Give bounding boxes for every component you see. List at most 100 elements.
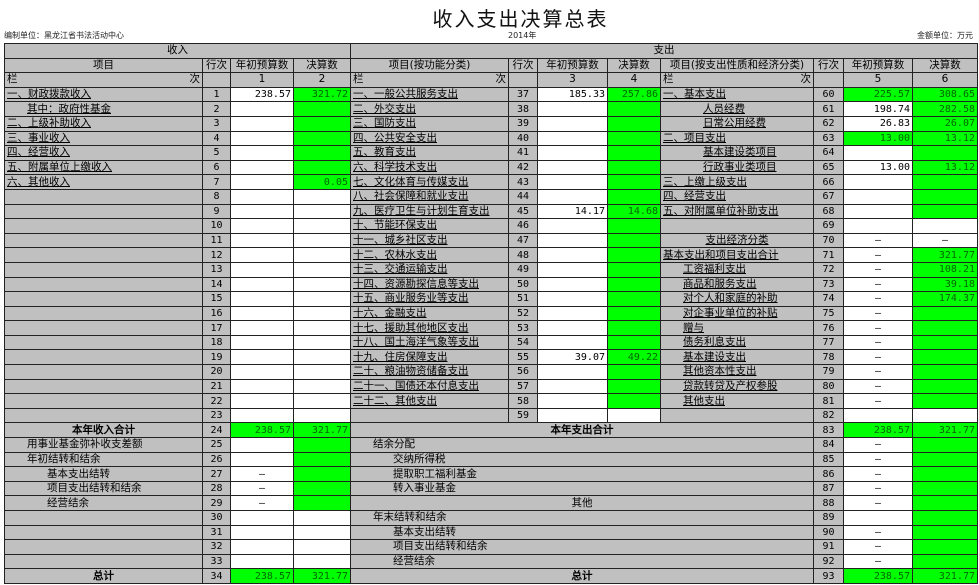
- final-value[interactable]: 14.68: [607, 203, 661, 220]
- final-value[interactable]: [293, 145, 351, 161]
- final-value[interactable]: [293, 480, 351, 497]
- budget-value[interactable]: [230, 247, 294, 263]
- final-value[interactable]: [912, 218, 978, 234]
- final-value[interactable]: [293, 276, 351, 293]
- final-value[interactable]: [293, 291, 351, 307]
- budget-value[interactable]: —: [843, 276, 913, 293]
- budget-value[interactable]: [843, 407, 913, 424]
- budget-value[interactable]: [230, 524, 294, 541]
- budget-value[interactable]: [230, 407, 294, 424]
- budget-value[interactable]: —: [843, 247, 913, 263]
- final-value[interactable]: [912, 188, 978, 205]
- final-value[interactable]: [912, 174, 978, 190]
- budget-value[interactable]: [537, 115, 608, 132]
- budget-value[interactable]: [537, 305, 608, 322]
- final-value[interactable]: [912, 553, 978, 570]
- final-value[interactable]: [293, 247, 351, 263]
- budget-value[interactable]: [230, 510, 294, 526]
- final-value[interactable]: [607, 291, 661, 307]
- final-value[interactable]: [293, 553, 351, 570]
- final-value[interactable]: [912, 203, 978, 220]
- final-value[interactable]: 321.77: [293, 568, 351, 584]
- final-value[interactable]: [912, 480, 978, 497]
- budget-value[interactable]: —: [843, 364, 913, 380]
- budget-value[interactable]: [537, 334, 608, 351]
- final-value[interactable]: 39.18: [912, 276, 978, 293]
- final-value[interactable]: [293, 539, 351, 555]
- final-value[interactable]: [912, 437, 978, 453]
- budget-value[interactable]: —: [843, 393, 913, 409]
- budget-value[interactable]: [843, 218, 913, 234]
- budget-value[interactable]: —: [843, 524, 913, 541]
- budget-value[interactable]: [230, 437, 294, 453]
- final-value[interactable]: [293, 115, 351, 132]
- budget-value[interactable]: [230, 539, 294, 555]
- final-value[interactable]: [293, 393, 351, 409]
- budget-value[interactable]: [537, 145, 608, 161]
- budget-value[interactable]: [230, 188, 294, 205]
- budget-value[interactable]: [230, 364, 294, 380]
- final-value[interactable]: 308.65: [912, 86, 978, 103]
- final-value[interactable]: 257.86: [607, 86, 661, 103]
- final-value[interactable]: [607, 145, 661, 161]
- final-value[interactable]: [912, 495, 978, 511]
- budget-value[interactable]: [230, 130, 294, 147]
- budget-value[interactable]: [537, 364, 608, 380]
- final-value[interactable]: 321.77: [912, 247, 978, 263]
- final-value[interactable]: [293, 101, 351, 117]
- budget-value[interactable]: —: [843, 291, 913, 307]
- final-value[interactable]: 321.77: [912, 568, 978, 584]
- final-value[interactable]: [912, 539, 978, 555]
- final-value[interactable]: 13.12: [912, 130, 978, 147]
- budget-value[interactable]: [537, 247, 608, 263]
- final-value[interactable]: [607, 188, 661, 205]
- budget-value[interactable]: —: [843, 349, 913, 366]
- budget-value[interactable]: —: [843, 305, 913, 322]
- budget-value[interactable]: —: [843, 320, 913, 336]
- final-value[interactable]: 108.21: [912, 261, 978, 278]
- budget-value[interactable]: [537, 378, 608, 395]
- final-value[interactable]: [912, 305, 978, 322]
- budget-value[interactable]: 13.00: [843, 159, 913, 176]
- budget-value[interactable]: [537, 159, 608, 176]
- budget-value[interactable]: —: [843, 539, 913, 555]
- budget-value[interactable]: —: [230, 495, 294, 511]
- final-value[interactable]: [293, 466, 351, 482]
- final-value[interactable]: 0.05: [293, 174, 351, 190]
- budget-value[interactable]: [230, 115, 294, 132]
- final-value[interactable]: [607, 393, 661, 409]
- budget-value[interactable]: [537, 276, 608, 293]
- budget-value[interactable]: —: [843, 334, 913, 351]
- final-value[interactable]: [293, 495, 351, 511]
- final-value[interactable]: [912, 466, 978, 482]
- final-value[interactable]: [293, 188, 351, 205]
- final-value[interactable]: [293, 407, 351, 424]
- final-value[interactable]: 321.72: [293, 86, 351, 103]
- final-value[interactable]: [912, 320, 978, 336]
- budget-value[interactable]: [230, 218, 294, 234]
- budget-value[interactable]: [230, 305, 294, 322]
- final-value[interactable]: [912, 524, 978, 541]
- budget-value[interactable]: [230, 378, 294, 395]
- final-value[interactable]: [293, 510, 351, 526]
- final-value[interactable]: [912, 407, 978, 424]
- budget-value[interactable]: [230, 145, 294, 161]
- final-value[interactable]: [607, 174, 661, 190]
- final-value[interactable]: 49.22: [607, 349, 661, 366]
- budget-value[interactable]: 13.00: [843, 130, 913, 147]
- budget-value[interactable]: [537, 188, 608, 205]
- budget-value[interactable]: [230, 276, 294, 293]
- final-value[interactable]: [607, 276, 661, 293]
- budget-value[interactable]: —: [230, 466, 294, 482]
- final-value[interactable]: [912, 378, 978, 395]
- final-value[interactable]: [293, 130, 351, 147]
- budget-value[interactable]: [230, 393, 294, 409]
- budget-value[interactable]: [537, 174, 608, 190]
- budget-value[interactable]: [230, 334, 294, 351]
- final-value[interactable]: [607, 218, 661, 234]
- budget-value[interactable]: [843, 145, 913, 161]
- budget-value[interactable]: [537, 130, 608, 147]
- budget-value[interactable]: [843, 188, 913, 205]
- final-value[interactable]: [607, 261, 661, 278]
- final-value[interactable]: [607, 378, 661, 395]
